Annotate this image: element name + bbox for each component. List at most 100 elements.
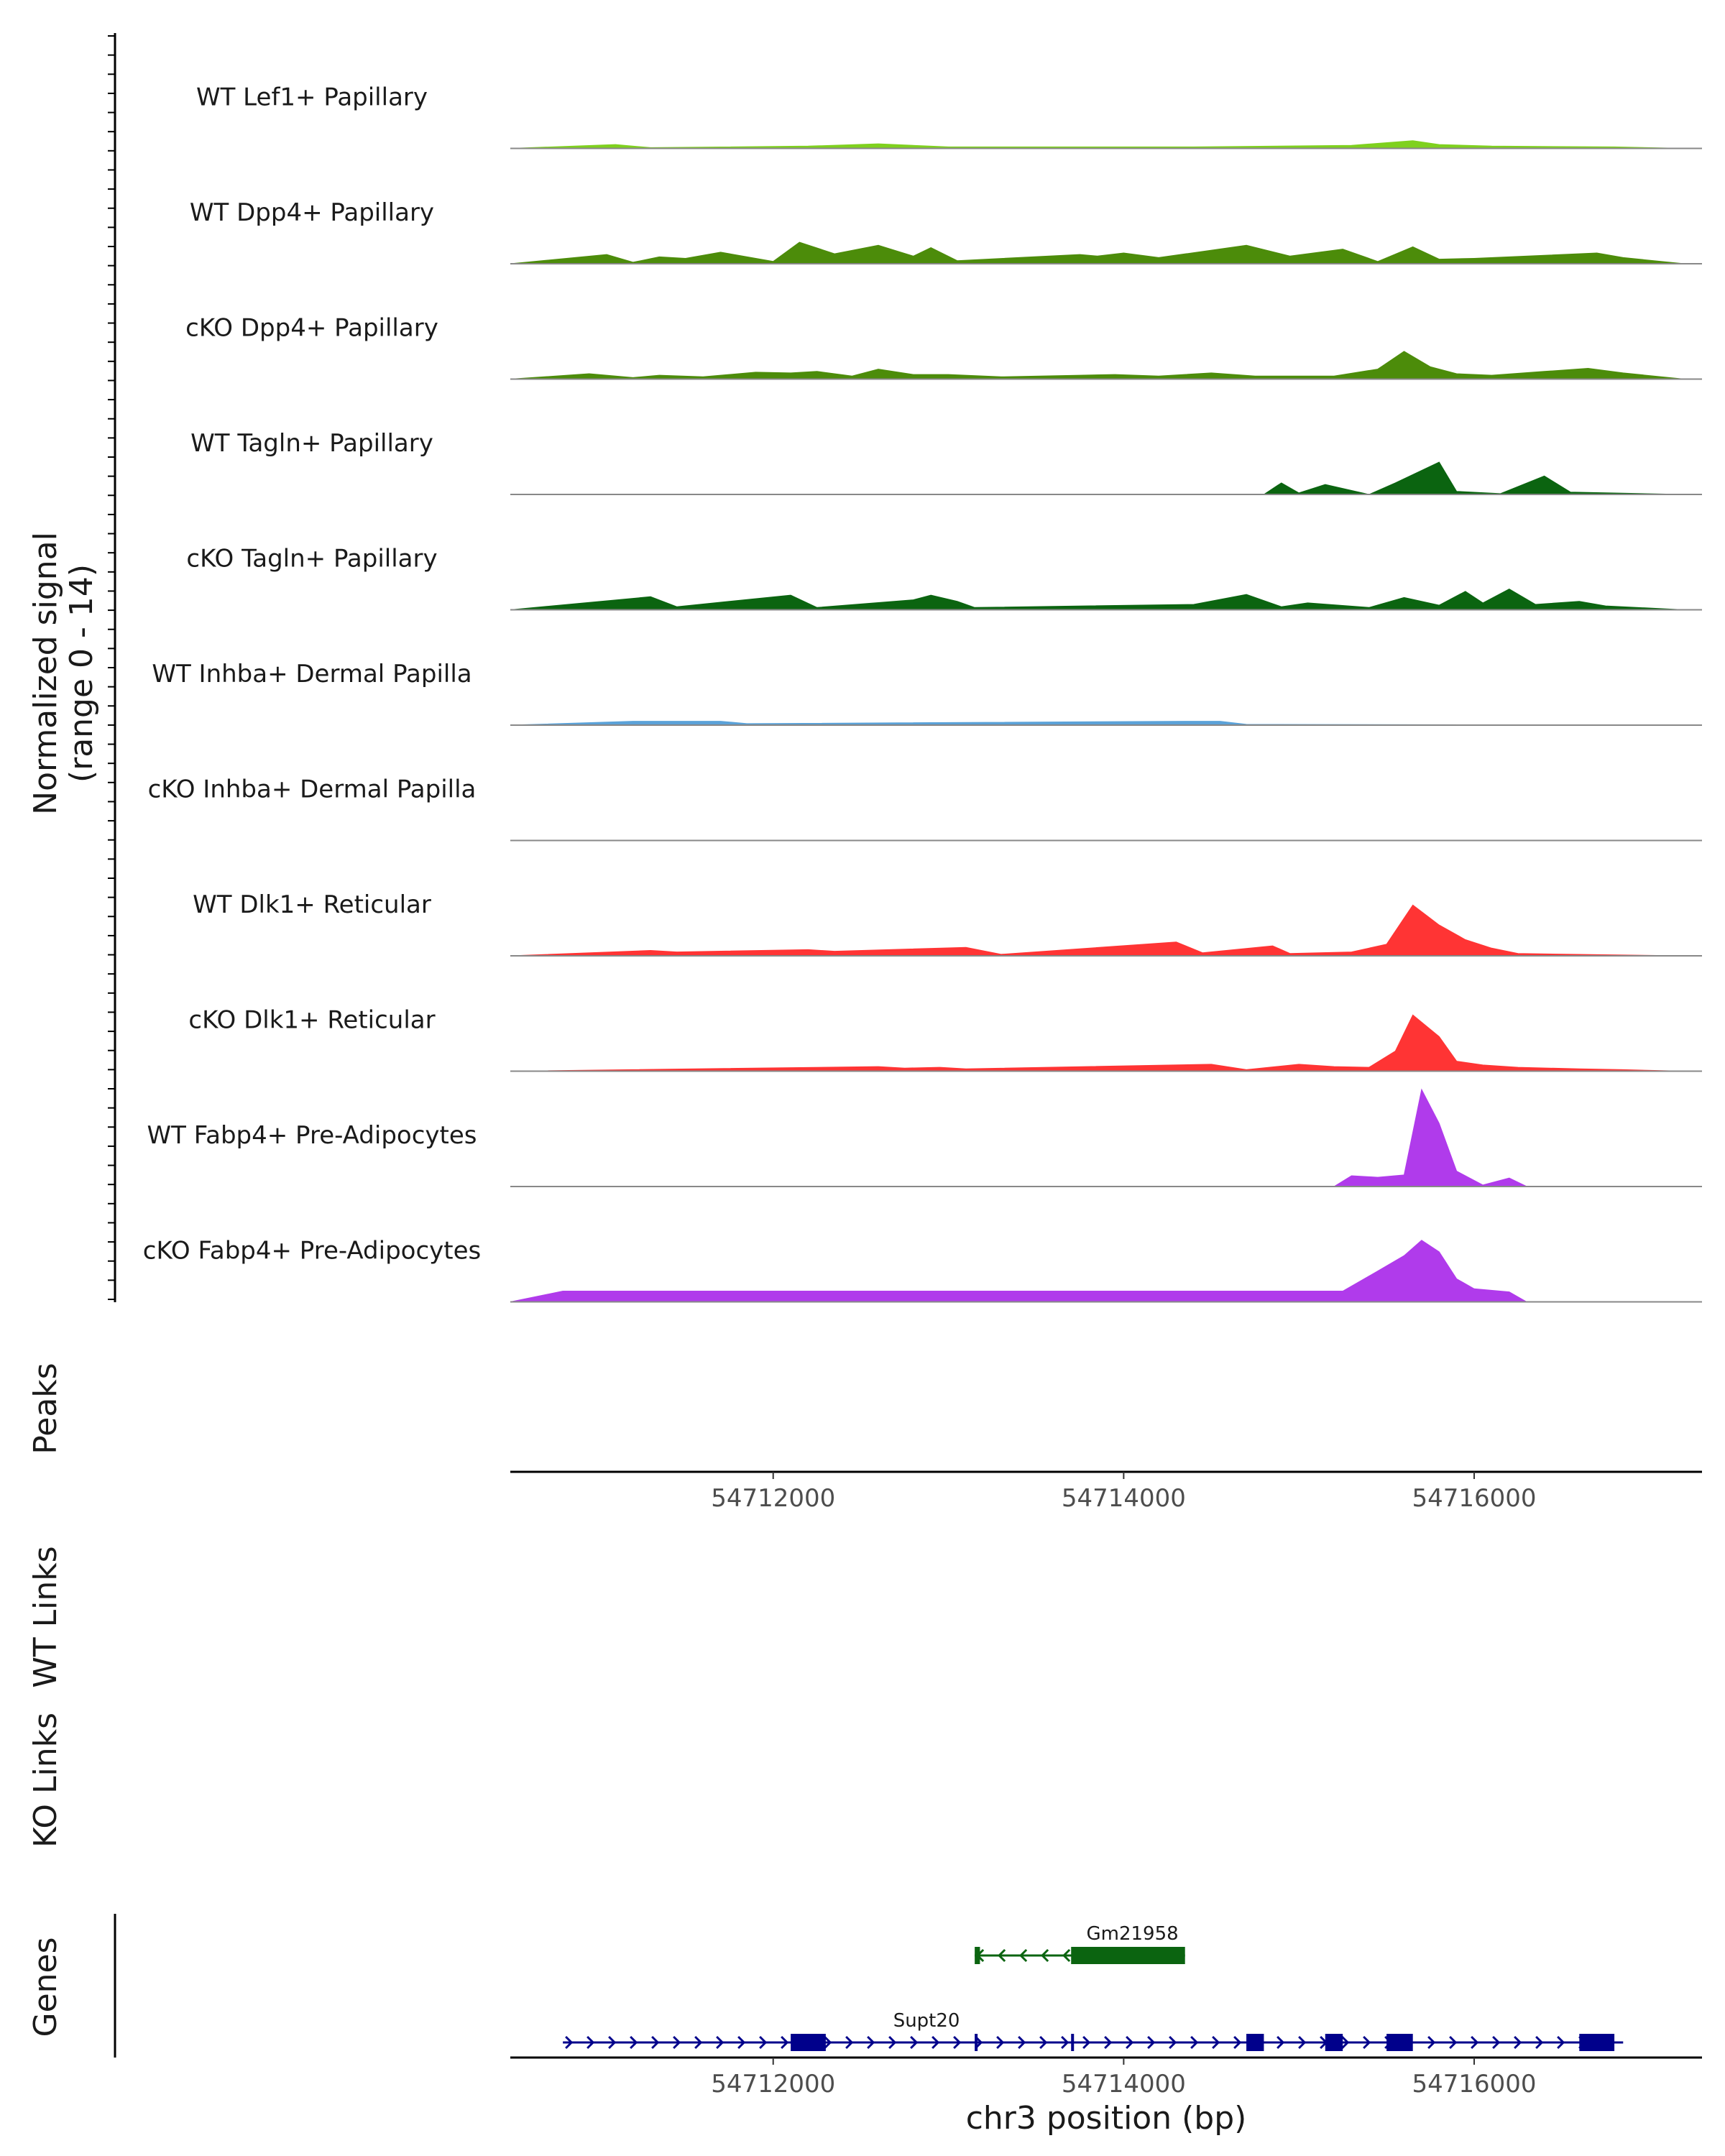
track-3: cKO Dpp4+ Papillary xyxy=(185,314,1702,380)
strand-chevron xyxy=(1341,2035,1350,2050)
strand-chevron xyxy=(998,1948,1006,1963)
strand-chevron xyxy=(1212,2035,1220,2050)
peaks-label: Peaks xyxy=(27,1363,64,1454)
strand-chevron xyxy=(1126,2035,1134,2050)
strand-chevron xyxy=(1039,2035,1048,2050)
strand-chevron xyxy=(694,2035,703,2050)
strand-chevron xyxy=(1449,2035,1458,2050)
track-label: cKO Fabp4+ Pre-Adipocytes xyxy=(143,1237,482,1266)
track-8: WT Dlk1+ Reticular xyxy=(193,890,1702,957)
x-tick-label: 54712000 xyxy=(711,1484,835,1513)
track-label: WT Inhba+ Dermal Papilla xyxy=(152,660,472,688)
exon xyxy=(1325,2034,1343,2051)
strand-chevron xyxy=(565,2035,574,2050)
track-10: WT Fabp4+ Pre-Adipocytes xyxy=(147,1088,1702,1187)
strand-chevron xyxy=(1276,2035,1285,2050)
gene-models: Gm21958 Supt20 xyxy=(563,1923,1624,2051)
coverage-area xyxy=(510,904,1685,957)
exon xyxy=(791,2034,826,2051)
signal-ylabel: Normalized signal xyxy=(27,532,64,815)
peaks-x-ticks: 54712000 54714000 54716000 xyxy=(711,1472,1537,1513)
x-tick-label: 54712000 xyxy=(711,2070,835,2099)
track-label: WT Dlk1+ Reticular xyxy=(193,890,431,919)
strand-chevron xyxy=(759,2035,768,2050)
wt-links-label: WT Links xyxy=(27,1546,64,1687)
exon xyxy=(1246,2034,1264,2051)
exon xyxy=(1071,2034,1075,2051)
track-label: cKO Tagln+ Papillary xyxy=(186,545,437,573)
x-tick-label: 54714000 xyxy=(1062,2070,1186,2099)
coverage-area xyxy=(510,461,1685,495)
strand-chevron xyxy=(845,2035,854,2050)
track-label: cKO Dlk1+ Reticular xyxy=(188,1006,435,1035)
track-label: cKO Inhba+ Dermal Papilla xyxy=(148,775,477,804)
coverage-area xyxy=(510,1240,1685,1302)
gene-supt20: Supt20 xyxy=(563,2010,1624,2051)
strand-chevron xyxy=(630,2035,638,2050)
strand-chevron xyxy=(910,2035,919,2050)
track-1: WT Lef1+ Papillary xyxy=(196,83,1702,149)
track-5: cKO Tagln+ Papillary xyxy=(186,545,1702,611)
strand-chevron xyxy=(996,2035,1005,2050)
strand-chevron xyxy=(1557,2035,1565,2050)
strand-chevron xyxy=(1514,2035,1522,2050)
coverage-tracks: WT Lef1+ Papillary WT Dpp4+ Papillary cKO … xyxy=(143,83,1702,1303)
x-axis-label: chr3 position (bp) xyxy=(966,2100,1247,2137)
strand-chevron xyxy=(932,2035,940,2050)
coverage-area xyxy=(510,241,1685,264)
exon xyxy=(1386,2034,1413,2051)
coverage-area xyxy=(510,1014,1685,1072)
exon xyxy=(1579,2034,1615,2051)
strand-chevron xyxy=(586,2035,595,2050)
exon xyxy=(975,1947,980,1964)
strand-chevron xyxy=(1471,2035,1479,2050)
track-label: WT Fabp4+ Pre-Adipocytes xyxy=(147,1121,477,1150)
strand-chevron xyxy=(1019,1948,1028,1963)
strand-chevron xyxy=(1147,2035,1156,2050)
x-tick-label: 54716000 xyxy=(1412,1484,1536,1513)
coverage-area xyxy=(510,589,1685,610)
strand-chevron xyxy=(781,2035,789,2050)
gene-name-label: Gm21958 xyxy=(1086,1923,1178,1945)
exon xyxy=(1071,1947,1185,1964)
strand-chevron xyxy=(1062,1948,1071,1963)
track-9: cKO Dlk1+ Reticular xyxy=(188,1006,1702,1072)
strand-chevron xyxy=(1492,2035,1501,2050)
strand-chevron xyxy=(1104,2035,1113,2050)
strand-chevron xyxy=(1041,1948,1049,1963)
coverage-area xyxy=(510,140,1685,149)
strand-chevron xyxy=(1169,2035,1177,2050)
strand-chevron xyxy=(1018,2035,1026,2050)
strand-chevron xyxy=(888,2035,897,2050)
signal-y-ticks xyxy=(108,35,115,1300)
track-11: cKO Fabp4+ Pre-Adipocytes xyxy=(143,1237,1702,1303)
strand-chevron xyxy=(1298,2035,1307,2050)
track-7: cKO Inhba+ Dermal Papilla xyxy=(148,775,1702,842)
track-4: WT Tagln+ Papillary xyxy=(190,429,1702,495)
signal-ylabel-range: (range 0 - 14) xyxy=(63,564,100,783)
gene-gm21958: Gm21958 xyxy=(975,1923,1185,1964)
genes-x-ticks: 54712000 54714000 54716000 xyxy=(711,2058,1537,2099)
strand-chevron xyxy=(1427,2035,1436,2050)
strand-chevron xyxy=(867,2035,875,2050)
genes-label: Genes xyxy=(27,1937,64,2037)
track-6: WT Inhba+ Dermal Papilla xyxy=(152,660,1702,726)
gene-name-label: Supt20 xyxy=(893,2010,960,2032)
track-2: WT Dpp4+ Papillary xyxy=(190,198,1702,264)
strand-chevron xyxy=(651,2035,660,2050)
exon xyxy=(975,2034,978,2051)
strand-chevron xyxy=(1535,2035,1544,2050)
strand-chevron xyxy=(1190,2035,1199,2050)
strand-chevron xyxy=(1082,2035,1091,2050)
x-tick-label: 54714000 xyxy=(1062,1484,1186,1513)
strand-chevron xyxy=(716,2035,724,2050)
strand-chevron xyxy=(824,2035,832,2050)
track-label: WT Tagln+ Papillary xyxy=(190,429,433,458)
track-label: WT Lef1+ Papillary xyxy=(196,83,428,112)
coverage-area xyxy=(510,1088,1685,1187)
strand-chevron xyxy=(1061,2035,1070,2050)
strand-chevron xyxy=(737,2035,746,2050)
ko-links-label: KO Links xyxy=(27,1713,64,1848)
coverage-area xyxy=(510,351,1685,379)
